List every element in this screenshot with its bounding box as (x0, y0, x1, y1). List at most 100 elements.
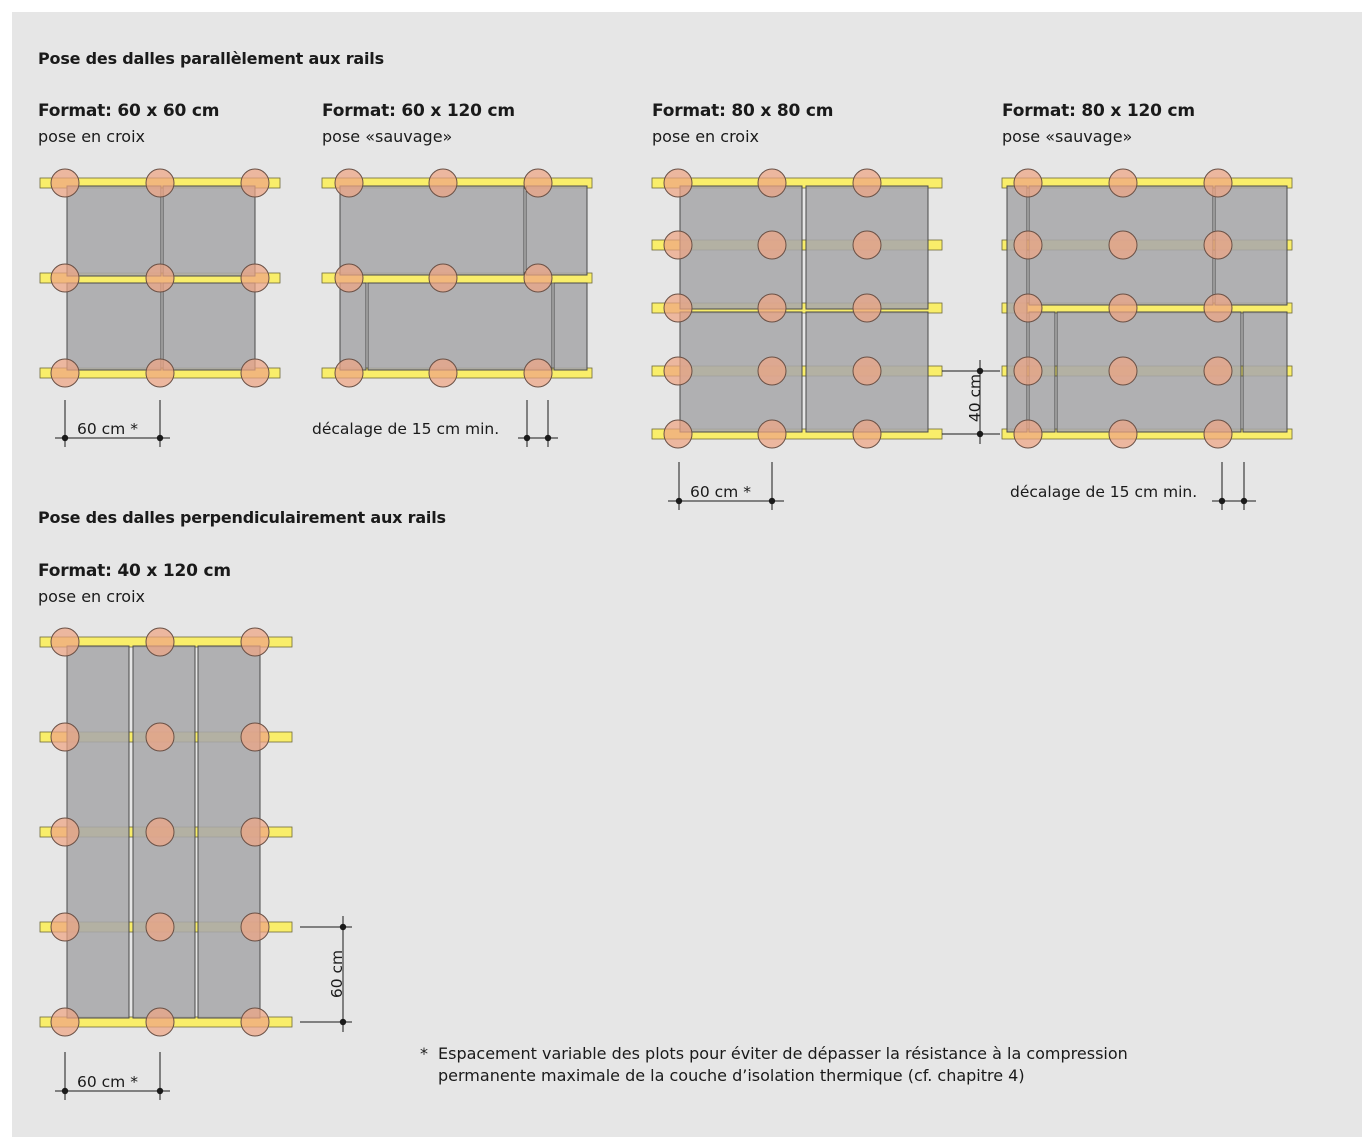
pad (428, 263, 458, 293)
laying-label-80x80: pose en croix (652, 127, 760, 146)
dimension-label-60x60: 60 cm * (77, 420, 138, 438)
laying-label-60x60: pose en croix (38, 127, 146, 146)
pad (757, 293, 787, 323)
pad (50, 627, 80, 657)
pad (1203, 168, 1233, 198)
pad (1203, 356, 1233, 386)
pad (1013, 356, 1043, 386)
pad (1013, 230, 1043, 260)
pad (1203, 419, 1233, 449)
pad (145, 263, 175, 293)
pad (852, 168, 882, 198)
pad (1108, 168, 1138, 198)
pad (757, 419, 787, 449)
format-title-60x60: Format: 60 x 60 cm (38, 101, 220, 121)
tile (339, 185, 525, 276)
laying-label-80x120: pose «sauvage» (1002, 127, 1133, 146)
format-title-80x80: Format: 80 x 80 cm (652, 101, 834, 121)
pad (852, 419, 882, 449)
pad (1108, 293, 1138, 323)
pad (428, 358, 458, 388)
dimension-dot (768, 497, 776, 505)
dimension-label-40x120-vertical: 60 cm (328, 950, 346, 998)
tile (339, 282, 367, 371)
pad (240, 627, 270, 657)
dimension-dot (156, 1087, 164, 1095)
pad (334, 263, 364, 293)
pad (1203, 230, 1233, 260)
tile (162, 185, 256, 277)
pad (1203, 293, 1233, 323)
dimension-dot (339, 1018, 347, 1026)
pad (240, 1007, 270, 1037)
dimension-dot (544, 434, 552, 442)
dimension-dot (1240, 497, 1248, 505)
pad (50, 263, 80, 293)
pad (1013, 419, 1043, 449)
pad (240, 817, 270, 847)
pad (663, 293, 693, 323)
dimension-label-60x120: décalage de 15 cm min. (312, 420, 499, 438)
pad (240, 912, 270, 942)
dimension-label-40x120: 60 cm * (77, 1073, 138, 1091)
footnote-marker: * (420, 1044, 428, 1063)
pad (50, 358, 80, 388)
pad (852, 230, 882, 260)
format-title-60x120: Format: 60 x 120 cm (322, 101, 515, 121)
pad (50, 168, 80, 198)
pad (240, 358, 270, 388)
format-title-80x120: Format: 80 x 120 cm (1002, 101, 1195, 121)
pad (852, 356, 882, 386)
pad (523, 263, 553, 293)
tile (367, 282, 553, 371)
dimension-dot (523, 434, 531, 442)
dimension-dot (976, 367, 984, 375)
pad (240, 263, 270, 293)
pad (663, 356, 693, 386)
tiles-layer (66, 185, 1288, 1019)
pad (1108, 230, 1138, 260)
dimensions-layer (55, 360, 1256, 1100)
pad (50, 912, 80, 942)
format-title-40x120: Format: 40 x 120 cm (38, 561, 231, 581)
pad (145, 168, 175, 198)
pad (1013, 293, 1043, 323)
pad (145, 1007, 175, 1037)
laying-label-60x120: pose «sauvage» (322, 127, 453, 146)
pad (240, 168, 270, 198)
pad (240, 722, 270, 752)
dimension-label-80x80: 60 cm * (690, 483, 751, 501)
pad (523, 168, 553, 198)
dimension-dot (339, 923, 347, 931)
pad (757, 230, 787, 260)
pad (145, 358, 175, 388)
footnote-line-1: Espacement variable des plots pour évite… (438, 1044, 1128, 1063)
pad (757, 168, 787, 198)
pad (145, 912, 175, 942)
dimension-dot (1218, 497, 1226, 505)
footnote-line-2: permanente maximale de la couche d’isola… (438, 1066, 1025, 1085)
pad (50, 1007, 80, 1037)
dimension-label-80x80-vertical: 40 cm (966, 374, 984, 422)
pad (757, 356, 787, 386)
tile (525, 185, 588, 276)
pad (663, 168, 693, 198)
pad (334, 358, 364, 388)
pad (145, 722, 175, 752)
section-title-parallel: Pose des dalles parallèlement aux rails (38, 49, 384, 68)
dimension-dot (61, 434, 69, 442)
pads-layer (50, 168, 1233, 1037)
dimension-dot (156, 434, 164, 442)
pad (852, 293, 882, 323)
tile (66, 282, 162, 371)
tile (66, 185, 162, 277)
pad (1108, 356, 1138, 386)
pad (663, 419, 693, 449)
pad (145, 627, 175, 657)
dimension-label-80x120: décalage de 15 cm min. (1010, 483, 1197, 501)
pad (334, 168, 364, 198)
dimension-dot (675, 497, 683, 505)
tile (1242, 311, 1288, 433)
pad (1013, 168, 1043, 198)
